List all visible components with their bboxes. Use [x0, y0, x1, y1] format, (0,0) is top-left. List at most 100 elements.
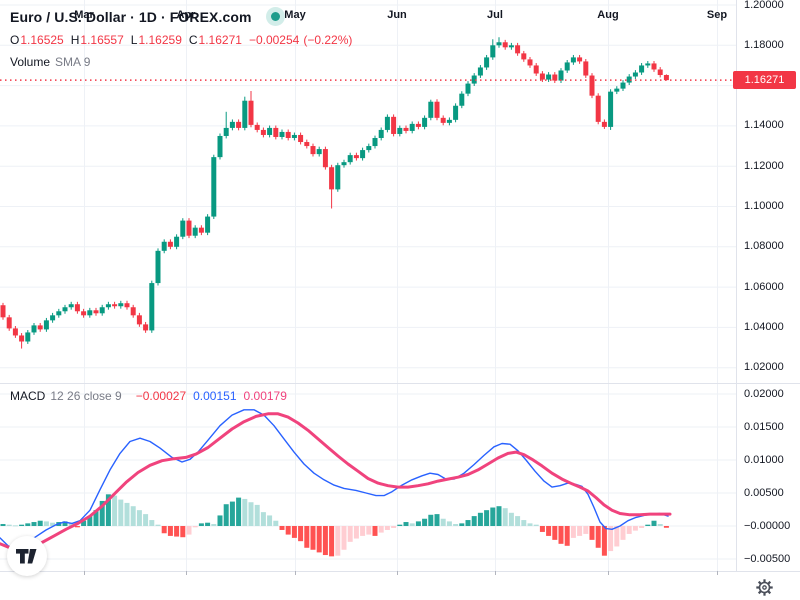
month-label-jun: Jun: [387, 9, 407, 21]
gridlines: [0, 0, 736, 571]
macd-line-value: 0.00151: [193, 389, 237, 403]
candle-body: [267, 127, 273, 135]
candle-body: [428, 101, 434, 118]
month-label-apr: Apr: [176, 9, 196, 21]
candle-body: [285, 131, 291, 138]
macd-axis-label: 0.02000: [744, 387, 784, 400]
candle-body: [583, 61, 589, 76]
macd-axis-label: −0.00500: [744, 552, 791, 565]
tradingview-logo-glyph: [16, 548, 37, 563]
candle-body: [74, 304, 80, 312]
high-label: H: [70, 33, 80, 47]
tradingview-logo[interactable]: [7, 536, 47, 576]
candle-body: [533, 65, 539, 74]
candle-body: [360, 150, 366, 159]
candle-body: [211, 157, 217, 217]
candle-body: [626, 76, 632, 83]
candle-body: [322, 149, 328, 168]
ohlc-legend-row: O 1.16525 H 1.16557 L 1.16259 C 1.16271 …: [10, 33, 352, 48]
volume-label[interactable]: Volume: [10, 55, 51, 69]
candle-body: [236, 121, 242, 128]
candle-body: [453, 105, 459, 120]
candle-body: [384, 116, 390, 130]
candle-body: [37, 325, 43, 330]
candle-body: [298, 134, 304, 143]
price-axis[interactable]: 1.200001.180001.160001.140001.120001.100…: [736, 0, 800, 571]
last-price-badge: 1.16271: [733, 71, 796, 90]
candle-body: [260, 129, 266, 135]
candle-body: [174, 236, 180, 247]
candle-body: [595, 95, 601, 122]
candle-body: [316, 149, 322, 155]
open-value: 1.16525: [20, 33, 64, 47]
candle-body: [192, 227, 198, 236]
candle-body: [651, 63, 657, 70]
settings-gear-button[interactable]: [754, 577, 775, 598]
candle-body: [663, 75, 669, 81]
month-label-mar: Mar: [74, 9, 94, 21]
candle-body: [149, 283, 155, 331]
candle-body: [143, 324, 149, 331]
symbol-legend-row: Euro / U.S. Dollar · 1D · FOREX.com: [10, 7, 285, 26]
price-axis-label: 1.14000: [744, 119, 784, 132]
candle-body: [112, 304, 118, 307]
candle-body: [335, 165, 341, 190]
candle-body: [440, 117, 446, 123]
candle-body: [515, 45, 521, 54]
price-axis-label: 1.02000: [744, 361, 784, 374]
macd-histogram: [0, 494, 669, 557]
candle-body: [87, 310, 93, 316]
candle-body: [353, 155, 359, 159]
candle-body: [459, 93, 465, 106]
candle-body: [180, 220, 186, 237]
candle-body: [484, 57, 490, 68]
macd-label[interactable]: MACD: [10, 389, 46, 403]
candle-body: [409, 123, 415, 131]
macd-axis-label: 0.01000: [744, 453, 784, 466]
candle-body: [620, 82, 626, 89]
candle-body: [508, 45, 514, 48]
macd-axis-label: 0.00500: [744, 486, 784, 499]
low-value: 1.16259: [138, 33, 182, 47]
market-status-icon[interactable]: [265, 7, 285, 26]
candle-body: [391, 116, 397, 134]
candle-body: [186, 220, 192, 236]
candle-body: [645, 63, 651, 66]
candle-body: [477, 67, 483, 76]
candle-body: [564, 62, 570, 71]
candle-body: [589, 75, 595, 96]
candle-body: [372, 137, 378, 147]
candle-body: [19, 335, 25, 342]
volume-sma-param: SMA 9: [55, 55, 91, 69]
candle-body: [601, 121, 607, 127]
change-value: −0.00254: [248, 33, 300, 47]
candle-body: [577, 57, 583, 62]
candle-body: [539, 73, 545, 80]
month-label-aug: Aug: [597, 9, 619, 21]
macd-axis-label: −0.00000: [744, 519, 791, 532]
month-label-may: May: [284, 9, 306, 21]
candle-body: [99, 307, 105, 314]
candle-body: [31, 325, 37, 333]
candlestick-series: [0, 37, 669, 349]
candle-body: [527, 59, 533, 66]
candle-body: [291, 134, 297, 138]
candle-body: [521, 53, 527, 60]
candle-body: [50, 315, 56, 321]
price-axis-label: 1.08000: [744, 240, 784, 253]
low-label: L: [130, 33, 138, 47]
price-axis-label: 1.18000: [744, 38, 784, 51]
candle-body: [434, 101, 440, 118]
candle-body: [198, 227, 204, 233]
candle-body: [105, 304, 111, 308]
candle-body: [465, 83, 471, 94]
candle-body: [130, 307, 136, 316]
gear-icon: [756, 579, 773, 596]
candle-body: [6, 317, 12, 329]
time-axis[interactable]: [0, 572, 800, 600]
candle-body: [366, 146, 372, 151]
symbol-title[interactable]: Euro / U.S. Dollar · 1D · FOREX.com: [10, 8, 252, 25]
month-label-jul: Jul: [487, 9, 503, 21]
